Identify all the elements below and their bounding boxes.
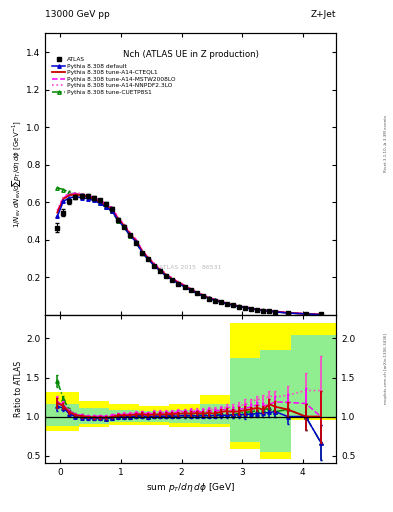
Y-axis label: Ratio to ATLAS: Ratio to ATLAS [14, 361, 23, 417]
X-axis label: sum $p_T/d\eta\,d\phi$ [GeV]: sum $p_T/d\eta\,d\phi$ [GeV] [146, 481, 235, 495]
Y-axis label: $1/N_\mathrm{ev}\ dN_\mathrm{ev}/d\!\sum\! p_T/d\eta\,d\phi\ [\mathrm{GeV}^{-1}]: $1/N_\mathrm{ev}\ dN_\mathrm{ev}/d\!\sum… [10, 120, 23, 228]
Text: Z+Jet: Z+Jet [310, 10, 336, 19]
Text: ATLAS 2015   86531: ATLAS 2015 86531 [159, 265, 222, 270]
Text: Nch (ATLAS UE in Z production): Nch (ATLAS UE in Z production) [123, 50, 259, 59]
Text: 13000 GeV pp: 13000 GeV pp [45, 10, 110, 19]
Legend: ATLAS, Pythia 8.308 default, Pythia 8.308 tune-A14-CTEQL1, Pythia 8.308 tune-A14: ATLAS, Pythia 8.308 default, Pythia 8.30… [51, 56, 177, 96]
Text: mcplots.cern.ch [arXiv:1306.3436]: mcplots.cern.ch [arXiv:1306.3436] [384, 333, 388, 404]
Text: Rivet 3.1.10, ≥ 3.3M events: Rivet 3.1.10, ≥ 3.3M events [384, 115, 388, 172]
